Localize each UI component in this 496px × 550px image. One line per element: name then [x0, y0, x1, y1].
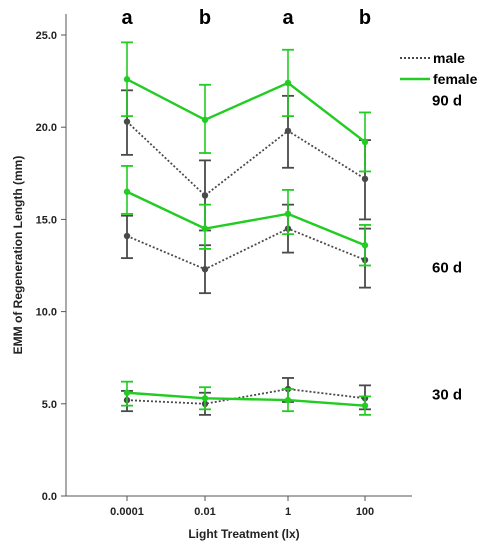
male-line-30d — [126, 388, 366, 405]
male-point — [123, 118, 131, 125]
male-line-90d — [126, 121, 366, 197]
series — [121, 41, 371, 416]
group-label: 90 d — [432, 92, 462, 109]
female-point — [361, 402, 369, 409]
female-point — [284, 210, 292, 218]
male-point — [201, 265, 209, 273]
female-point — [123, 188, 131, 195]
group-labels: 90 d 60 d 30 d — [432, 92, 462, 403]
legend-male-label: male — [433, 50, 465, 66]
female-point — [284, 79, 292, 87]
female-point — [123, 76, 131, 83]
male-point — [201, 192, 209, 199]
y-tick-label: 25.0 — [36, 30, 57, 42]
axes — [65, 14, 412, 497]
female-point — [201, 225, 209, 232]
y-tick-label: 0.0 — [42, 491, 57, 503]
y-axis-title: EMM of Regeneration Length (mm) — [11, 156, 25, 355]
significance-letter: b — [199, 7, 211, 29]
female-point — [201, 395, 209, 402]
female-point — [123, 389, 131, 396]
male-point — [361, 175, 369, 183]
female-line-30d — [126, 391, 366, 407]
x-ticks: 0.0001 0.01 1 100 — [110, 496, 374, 518]
legend: male female — [400, 50, 478, 87]
male-point — [123, 232, 131, 240]
y-ticks: 0.0 5.0 10.0 15.0 20.0 25.0 — [36, 30, 66, 503]
significance-letter: b — [359, 7, 371, 29]
legend-female-label: female — [433, 71, 478, 87]
male-line-60d — [126, 227, 366, 271]
female-point — [361, 242, 369, 249]
group-label: 60 d — [432, 259, 462, 276]
female-line-60d — [126, 190, 366, 247]
x-tick-label: 1 — [285, 506, 291, 518]
male-point — [284, 127, 292, 135]
group-label: 30 d — [432, 387, 462, 404]
female-line-90d — [126, 78, 366, 143]
y-tick-label: 5.0 — [42, 399, 57, 411]
y-tick-label: 15.0 — [36, 214, 57, 226]
x-tick-label: 0.0001 — [110, 506, 144, 518]
female-point — [361, 138, 369, 146]
female-point — [284, 396, 292, 404]
significance-letter: a — [121, 7, 133, 29]
significance-letter: a — [282, 7, 294, 29]
y-tick-label: 20.0 — [36, 122, 57, 134]
x-tick-label: 100 — [356, 506, 374, 518]
x-axis-title: Light Treatment (lx) — [188, 527, 299, 541]
y-tick-label: 10.0 — [36, 307, 57, 319]
female-point — [201, 116, 209, 124]
x-tick-label: 0.01 — [194, 506, 215, 518]
